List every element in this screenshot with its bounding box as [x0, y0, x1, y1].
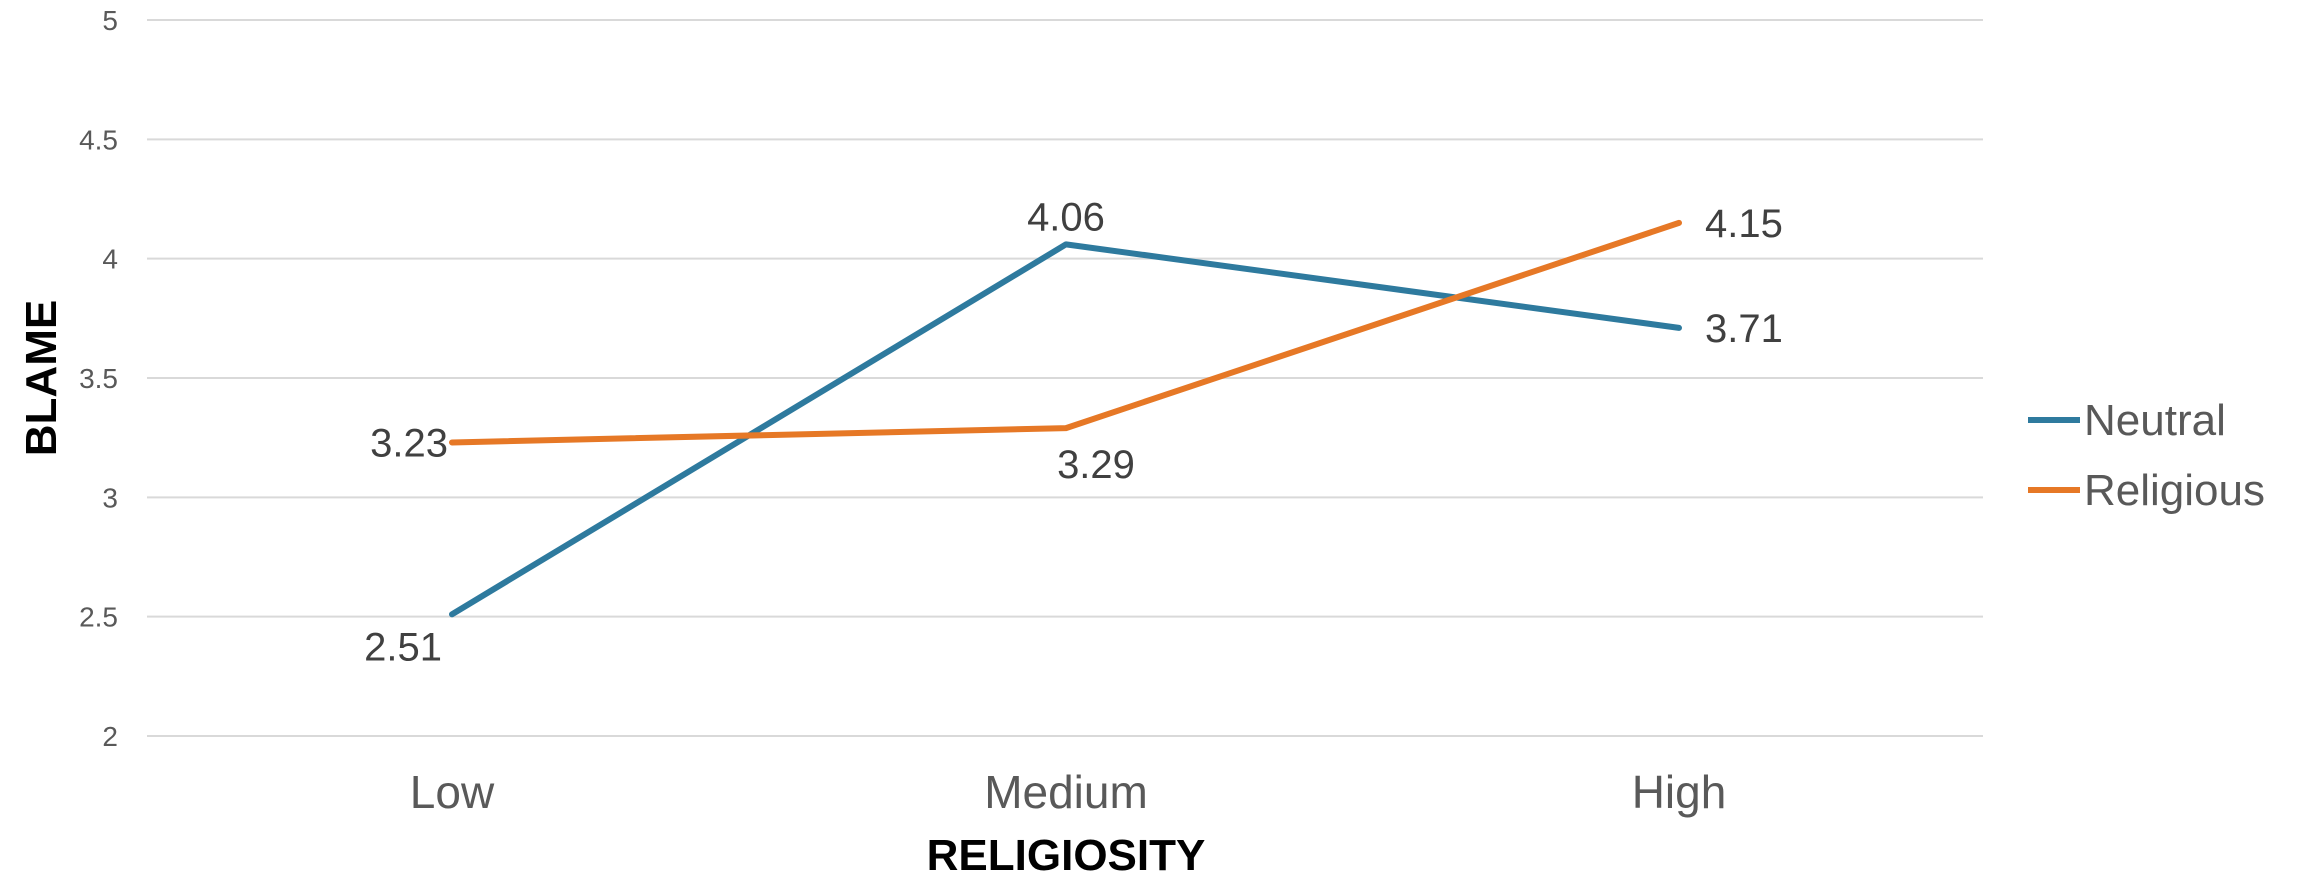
y-tick-label: 4 — [102, 244, 118, 275]
series-line-neutral — [449, 241, 1682, 618]
y-tick-label: 4.5 — [79, 124, 118, 155]
y-tick-label: 3 — [102, 482, 118, 513]
y-tick-label: 3.5 — [79, 363, 118, 394]
data-label-neutral: 2.51 — [364, 625, 442, 669]
data-label-neutral: 3.71 — [1705, 307, 1783, 351]
y-axis-title: BLAME — [17, 300, 66, 456]
y-tick-label: 5 — [102, 5, 118, 36]
y-tick-label: 2 — [102, 721, 118, 752]
data-labels: 2.51 4.06 3.71 3.23 3.29 4.15 — [364, 195, 1783, 669]
series-lines — [449, 219, 1682, 618]
data-label-religious: 3.29 — [1057, 443, 1135, 487]
x-tick-label: Low — [410, 766, 495, 818]
x-axis-ticks: Low Medium High — [410, 766, 1727, 818]
y-axis-ticks: 2 2.5 3 3.5 4 4.5 5 — [79, 5, 118, 752]
data-label-neutral: 4.06 — [1027, 195, 1105, 239]
x-axis-title: RELIGIOSITY — [927, 831, 1206, 878]
x-tick-label: High — [1632, 766, 1727, 818]
data-label-religious: 4.15 — [1705, 202, 1783, 246]
y-tick-label: 2.5 — [79, 602, 118, 633]
legend-label-neutral: Neutral — [2084, 396, 2226, 445]
legend-label-religious: Religious — [2084, 466, 2265, 515]
x-tick-label: Medium — [984, 766, 1148, 818]
legend: Neutral Religious — [2028, 396, 2265, 515]
data-label-religious: 3.23 — [370, 421, 448, 465]
series-line-religious — [449, 219, 1682, 446]
